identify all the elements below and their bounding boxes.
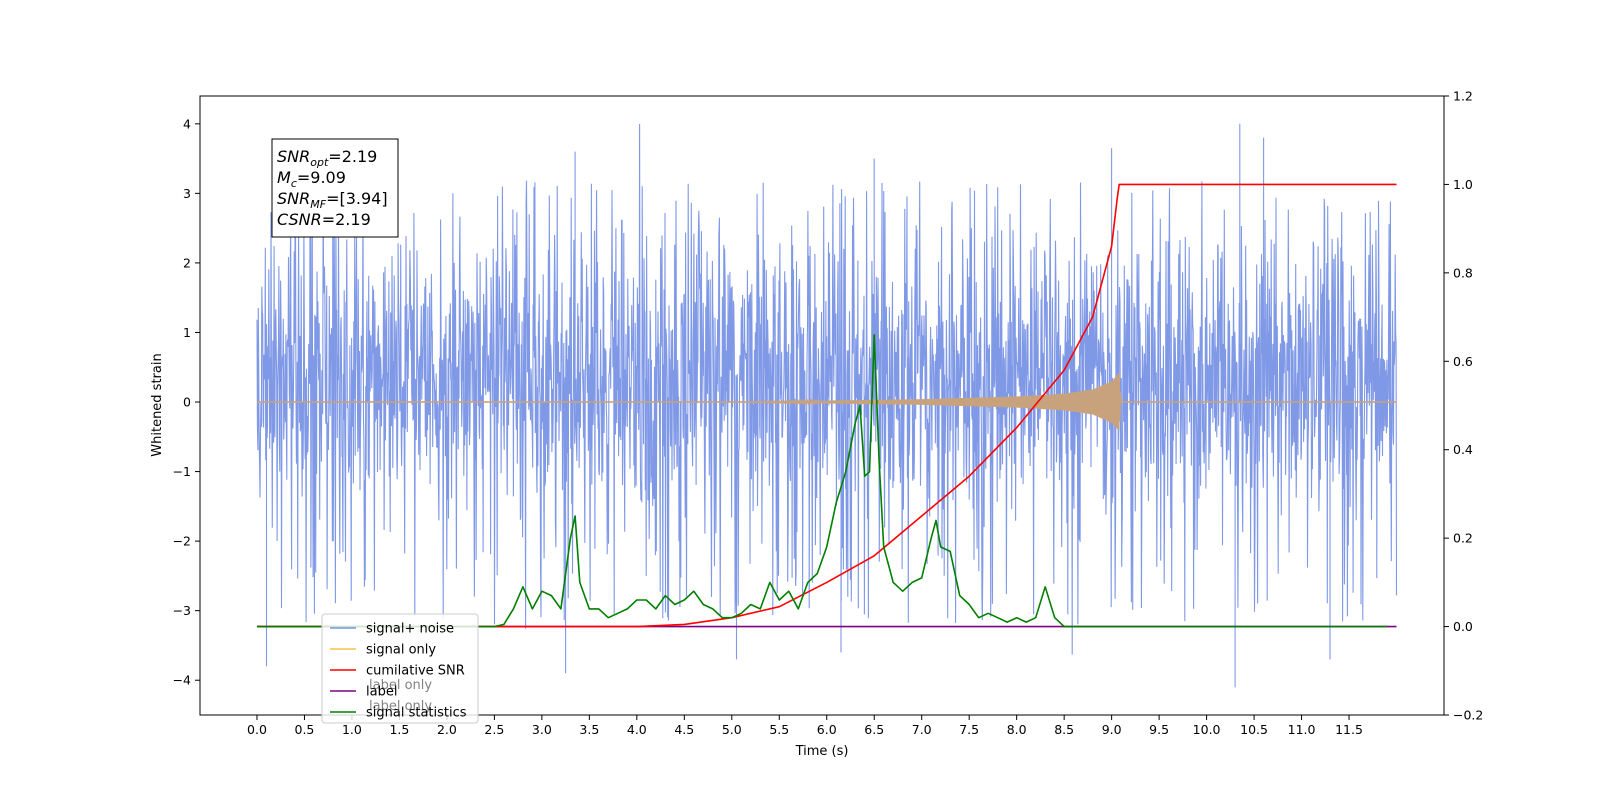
annotation-line: CSNR=2.19 bbox=[277, 210, 371, 229]
legend: label only label only signal+ noise signal … bbox=[321, 613, 479, 724]
x-axis-label: Time (s) bbox=[795, 744, 849, 759]
series-signal-only bbox=[256, 372, 1397, 431]
legend-label-signal-statistics: signal statistics bbox=[366, 706, 467, 721]
legend-label-signal-noise: signal+ noise bbox=[366, 622, 454, 637]
series-cumilative-snr bbox=[257, 183, 1397, 628]
y-tick-label: −2 bbox=[173, 534, 191, 549]
y-tick-label: −1 bbox=[173, 464, 191, 479]
x-tick-label: 11.5 bbox=[1335, 722, 1363, 737]
legend-frame bbox=[321, 613, 479, 724]
plot-area bbox=[256, 123, 1398, 688]
y2-tick-label: 0.8 bbox=[1453, 265, 1473, 280]
y2-tick-label: 0.0 bbox=[1453, 619, 1473, 634]
x-tick-label: 8.0 bbox=[1007, 722, 1027, 737]
x-tick-label: 8.5 bbox=[1054, 722, 1074, 737]
x-tick-label: 3.5 bbox=[579, 722, 599, 737]
x-tick-label: 5.5 bbox=[769, 722, 789, 737]
x-tick-label: 6.0 bbox=[817, 722, 837, 737]
x-tick-label: 7.0 bbox=[912, 722, 932, 737]
y2-tick-label: 0.6 bbox=[1453, 354, 1473, 369]
cumilative-snr-line bbox=[257, 183, 1397, 628]
annotation-line: SNRMF=[3.94] bbox=[277, 189, 388, 211]
x-tick-label: 7.5 bbox=[959, 722, 979, 737]
x-tick-label: 1.0 bbox=[342, 722, 362, 737]
legend-label-cumilative-snr: cumilative SNR bbox=[366, 664, 465, 679]
y2-tick-label: 0.4 bbox=[1453, 442, 1473, 457]
x-tick-label: 2.5 bbox=[484, 722, 504, 737]
series-signal-statistics bbox=[257, 334, 1387, 628]
x-tick-label: 2.0 bbox=[437, 722, 457, 737]
x-tick-label: 1.5 bbox=[389, 722, 409, 737]
y-tick-label: 4 bbox=[183, 116, 191, 131]
y-tick-label: 1 bbox=[183, 325, 191, 340]
x-tick-label: 10.5 bbox=[1240, 722, 1268, 737]
legend-obscured-text: label only bbox=[369, 678, 432, 693]
y-axis-label: Whitened strain bbox=[150, 353, 165, 456]
y2-tick-label: 0.2 bbox=[1453, 531, 1473, 546]
x-tick-label: 11.0 bbox=[1288, 722, 1316, 737]
y-axis-right: −0.2 0.0 0.2 0.4 0.6 0.8 1.0 1.2 bbox=[1444, 89, 1483, 723]
plot-frame bbox=[199, 95, 1445, 716]
x-tick-label: 6.5 bbox=[864, 722, 884, 737]
x-tick-label: 4.5 bbox=[674, 722, 694, 737]
x-tick-label: 0.0 bbox=[247, 722, 267, 737]
annotation-frame bbox=[271, 138, 399, 238]
y-tick-label: −4 bbox=[173, 673, 191, 688]
y-axis-left: −4 −3 −2 −1 0 1 2 3 4 bbox=[173, 116, 200, 688]
y-tick-label: 0 bbox=[183, 395, 191, 410]
x-tick-label: 4.0 bbox=[627, 722, 647, 737]
signal-statistics-line bbox=[257, 334, 1387, 628]
y-tick-label: 3 bbox=[183, 186, 191, 201]
x-tick-label: 0.5 bbox=[295, 722, 315, 737]
x-tick-label: 9.0 bbox=[1102, 722, 1122, 737]
annotation-line: Mc=9.09 bbox=[277, 168, 346, 190]
x-tick-label: 5.0 bbox=[722, 722, 742, 737]
legend-obscured-text: label only bbox=[369, 699, 432, 714]
y-tick-label: 2 bbox=[183, 255, 191, 270]
y-tick-label: −3 bbox=[173, 603, 191, 618]
y2-tick-label: −0.2 bbox=[1453, 708, 1483, 723]
series-signal-plus-noise bbox=[256, 123, 1398, 688]
annotation-line: SNRopt=2.19 bbox=[277, 147, 377, 169]
x-tick-label: 9.5 bbox=[1149, 722, 1169, 737]
y2-tick-label: 1.2 bbox=[1453, 89, 1473, 104]
x-tick-label: 3.0 bbox=[532, 722, 552, 737]
x-tick-label: 10.0 bbox=[1193, 722, 1221, 737]
y2-tick-label: 1.0 bbox=[1453, 177, 1473, 192]
legend-label-label: label bbox=[366, 685, 397, 700]
signal-plus-noise-line bbox=[256, 123, 1398, 688]
legend-label-signal-only: signal only bbox=[366, 643, 436, 658]
x-axis: 0.0 0.5 1.0 1.5 2.0 2.5 3.0 3.5 4.0 4.5 5.0 5.5 6.0 6… bbox=[247, 715, 1363, 737]
